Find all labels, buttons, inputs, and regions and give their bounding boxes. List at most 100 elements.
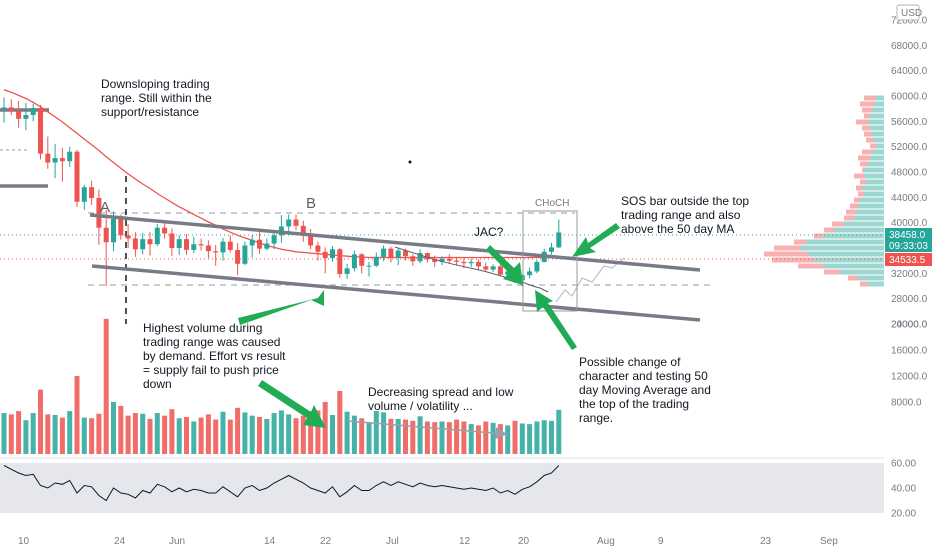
svg-text:the top of the trading: the top of the trading: [579, 397, 689, 411]
profile-bar-up: [872, 149, 884, 155]
svg-text:trading range and also: trading range and also: [621, 208, 741, 222]
volume-bar: [483, 421, 489, 454]
candle: [45, 136, 51, 169]
profile-bar-up: [860, 197, 884, 203]
candle: [395, 248, 401, 266]
profile-bar-down: [774, 245, 800, 251]
svg-text:USD: USD: [901, 8, 922, 19]
price-tick: 40000.0: [891, 218, 928, 229]
rsi-tick: 20.00: [891, 509, 916, 520]
volume-bar: [8, 414, 14, 454]
candle: [351, 250, 357, 272]
profile-bar-up: [856, 209, 884, 215]
decreasing-arrow: [347, 420, 508, 440]
profile-bar-down: [846, 209, 856, 215]
profile-bar-up: [824, 233, 884, 239]
volume-bar: [300, 415, 306, 454]
volume-bar: [1, 413, 7, 454]
volume-bar: [476, 425, 481, 454]
volume-bar: [45, 414, 51, 454]
volume-bar: [147, 418, 153, 454]
candle: [1, 97, 7, 123]
price-tick: 24000.0: [891, 320, 928, 331]
profile-bar-down: [814, 233, 824, 239]
arrow-to-sos: [572, 223, 620, 257]
candle: [227, 235, 233, 253]
volume-bar: [111, 402, 116, 454]
svg-text:range.: range.: [579, 411, 613, 425]
volume-bar: [519, 423, 525, 454]
candle: [140, 232, 146, 255]
volume-bar: [315, 410, 321, 454]
price-tick: 44000.0: [891, 193, 928, 204]
price-tick: 28000.0: [891, 294, 928, 305]
candle: [300, 220, 306, 242]
profile-bar-up: [864, 167, 884, 173]
volume-bar: [366, 422, 372, 454]
time-tick: 12: [459, 536, 471, 547]
volume-bar: [461, 421, 467, 454]
volume-bar: [278, 410, 284, 454]
price-tick: 72000.0: [891, 16, 928, 27]
profile-bar-down: [798, 263, 824, 269]
candle: [439, 256, 445, 266]
volume-bar: [257, 416, 262, 454]
profile-bar-up: [800, 245, 884, 251]
profile-bar-up: [872, 107, 884, 113]
candle: [483, 262, 489, 272]
profile-bar-down: [860, 179, 866, 185]
svg-text:= supply fail to push price: = supply fail to push price: [143, 363, 279, 377]
candle: [8, 99, 14, 115]
candle: [315, 241, 321, 261]
volume-bar: [140, 413, 146, 454]
profile-bar-down: [864, 95, 876, 101]
profile-bar-down: [856, 119, 868, 125]
price-tick: 52000.0: [891, 142, 928, 153]
svg-text:character and testing 50: character and testing 50: [579, 369, 708, 383]
highest-volume-note: Highest volume during trading range was …: [143, 321, 286, 391]
profile-bar-up: [876, 143, 884, 149]
candle: [549, 242, 554, 255]
volume-bar: [74, 376, 80, 454]
volume-bar: [505, 425, 511, 454]
candle: [176, 235, 182, 255]
projection-sketch: [555, 257, 625, 303]
time-tick: 20: [518, 536, 530, 547]
volume-bar: [67, 411, 73, 454]
profile-bar-down: [858, 155, 870, 161]
candle: [191, 236, 197, 254]
volume-bar: [322, 402, 328, 454]
profile-bar-up: [840, 269, 884, 275]
channel-bottom-line: [91, 264, 701, 322]
candle: [527, 267, 533, 279]
volume-bar: [198, 417, 204, 454]
volume-bar: [96, 413, 102, 454]
volume-tick: 8000.0: [891, 398, 922, 409]
time-tick: 24: [114, 536, 126, 547]
candle: [249, 235, 255, 258]
candle: [242, 241, 248, 266]
candle: [410, 254, 416, 266]
svg-text:SOS bar outside the top: SOS bar outside the top: [621, 194, 749, 208]
time-tick: 23: [760, 536, 772, 547]
volume-bar: [81, 417, 87, 454]
volume-bar: [556, 409, 562, 454]
profile-bar-down: [824, 269, 840, 275]
volume-bar: [403, 419, 408, 454]
candle: [184, 234, 189, 255]
candle: [278, 215, 284, 243]
candle: [344, 263, 350, 280]
profile-bar-down: [848, 275, 858, 281]
svg-text:above the 50 day MA: above the 50 day MA: [621, 222, 734, 236]
candle: [534, 260, 540, 274]
volume-bar: [23, 420, 29, 454]
volume-bar: [454, 419, 460, 454]
profile-bar-up: [870, 155, 884, 161]
volume-bar: [16, 411, 22, 454]
currency-badge[interactable]: USD: [896, 4, 922, 21]
profile-bar-down: [860, 161, 868, 167]
profile-bar-down: [850, 203, 858, 209]
profile-bar-up: [834, 227, 884, 233]
svg-text:Downsloping trading: Downsloping trading: [101, 77, 210, 91]
